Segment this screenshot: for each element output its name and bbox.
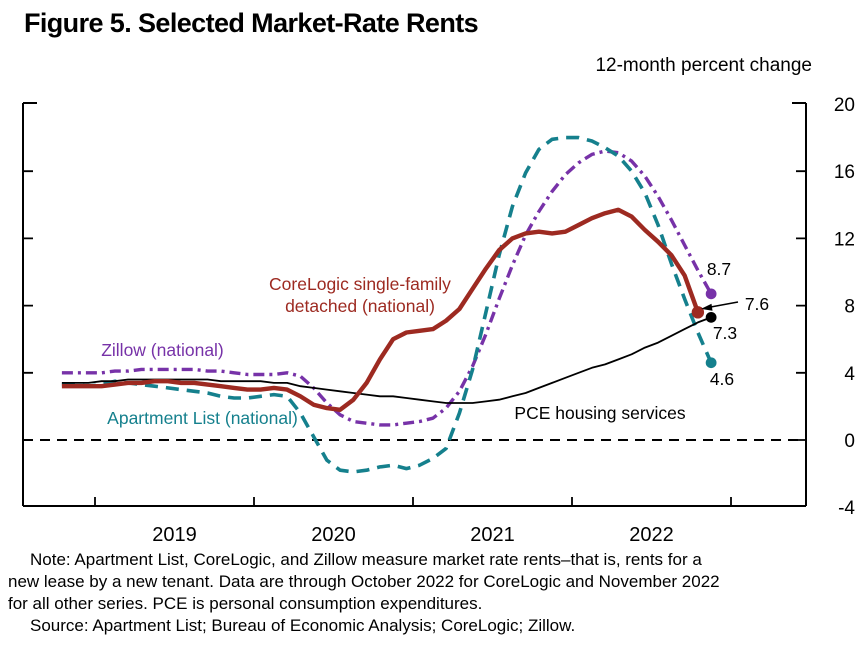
end-value-zillow: 8.7: [706, 259, 732, 279]
end-dot-zillow: [705, 288, 717, 300]
series-label-corelogic-line1: CoreLogic single-family: [269, 274, 451, 294]
annotation-arrow-head: [701, 303, 713, 311]
end-value-pce: 7.3: [712, 323, 738, 343]
x-year-label: 2019: [152, 524, 197, 546]
x-year-label: 2021: [470, 524, 515, 546]
y-tick-label: -4: [838, 498, 855, 519]
annotation-arrow-line: [707, 301, 739, 309]
y-tick-label: 0: [844, 431, 855, 452]
end-value-apartment-list: 4.6: [709, 369, 735, 389]
note-line: for all other series. PCE is personal co…: [8, 594, 483, 613]
note-line: new lease by a new tenant. Data are thro…: [8, 572, 720, 591]
note-block: Note: Apartment List, CoreLogic, and Zil…: [8, 549, 860, 637]
figure-title: Figure 5. Selected Market-Rate Rents: [24, 8, 479, 38]
y-axis-unit-label: 12-month percent change: [595, 55, 812, 76]
x-year-label: 2020: [311, 524, 356, 546]
series-line-apartment: [61, 135, 713, 474]
end-value-corelogic: 7.6: [744, 294, 770, 314]
y-tick-label: 20: [834, 95, 855, 116]
y-tick-label: 12: [834, 229, 855, 250]
series-label-zillow: Zillow (national): [101, 340, 224, 360]
x-year-label: 2022: [629, 524, 674, 546]
series-label-pce-housing-services: PCE housing services: [514, 403, 686, 423]
series-line-zillow: [61, 149, 713, 427]
end-dot-apartment: [705, 357, 717, 369]
end-dot-pce: [705, 311, 717, 323]
y-tick-label: 16: [834, 162, 855, 183]
end-dot-corelogic: [691, 306, 705, 319]
source-line: Source: Apartment List; Bureau of Econom…: [30, 616, 576, 635]
series-label-corelogic-line2: detached (national): [285, 295, 435, 316]
note-line: Note: Apartment List, CoreLogic, and Zil…: [30, 550, 702, 569]
y-tick-label: 8: [844, 297, 855, 318]
series-label-apartment-list: Apartment List (national): [107, 408, 298, 428]
series-line-corelogic: [61, 207, 700, 412]
y-tick-label: 4: [844, 364, 855, 385]
series-label-corelogic: CoreLogic single-family detached (nation…: [240, 274, 480, 317]
